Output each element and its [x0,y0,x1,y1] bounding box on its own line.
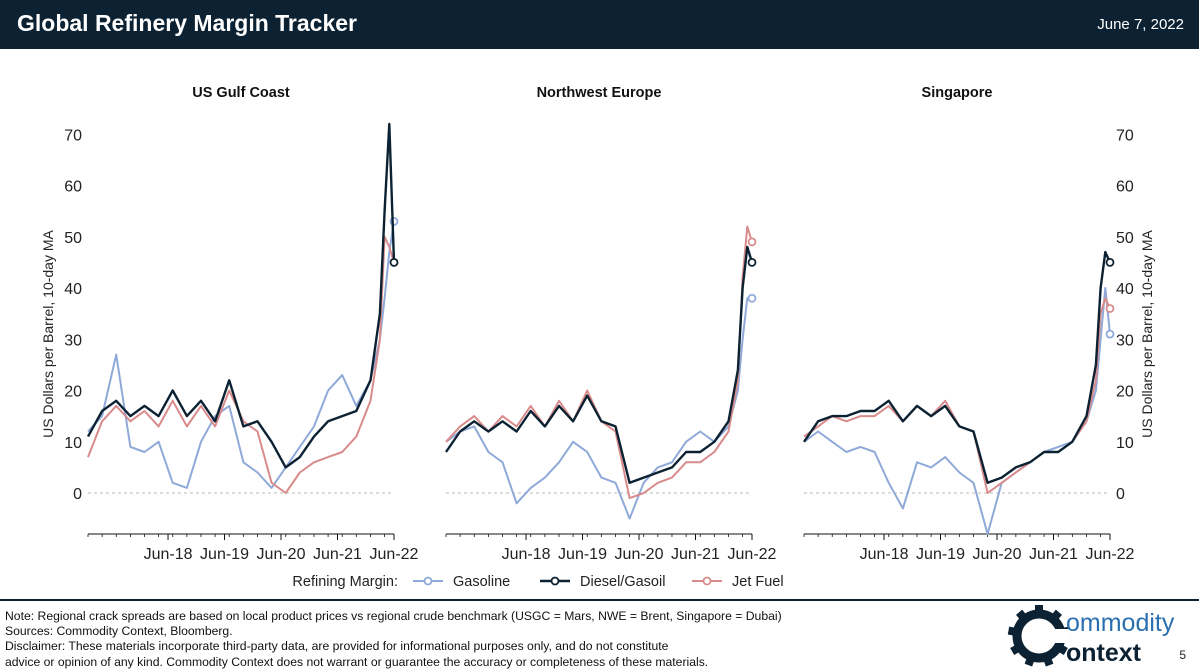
y-tick-label-right: 20 [1116,384,1134,401]
refining-margin-chart: US Gulf Coast Jun-18 Jun-19 Jun-20 Jun-21 Jun… [40,85,1155,590]
x-tick-label: Jun-19 [200,546,249,563]
y-tick-label-right: 30 [1116,332,1134,349]
x-tick-label: Jun-20 [257,546,306,563]
legend-swatch-marker [550,576,560,586]
y-tick-label-right: 40 [1116,281,1134,298]
panel-title: US Gulf Coast [192,85,290,101]
x-tick-label: Jun-19 [916,546,965,563]
y-tick-label-right: 60 [1116,179,1134,196]
x-tick-label: Jun-21 [1029,546,1078,563]
series-line-jetfuel [445,225,753,500]
y-tick-label-left: 70 [64,127,82,144]
report-date: June 7, 2022 [1097,16,1184,33]
series-end-marker [747,257,757,267]
y-tick-label-right: 70 [1116,127,1134,144]
commodity-context-logo: ommodity ontext [1007,605,1175,667]
x-tick-label: Jun-21 [313,546,362,563]
y-tick-label-left: 40 [64,281,82,298]
x-tick-label: Jun-22 [728,546,777,563]
x-tick-label: Jun-21 [671,546,720,563]
series-end-marker [1105,257,1115,267]
y-tick-label-left: 20 [64,384,82,401]
footer-notes: Note: Regional crack spreads are based o… [5,609,782,670]
series-line-jetfuel [803,297,1111,494]
x-tick-label: Jun-19 [558,546,607,563]
legend-swatch-marker [702,576,712,586]
legend-title: Refining Margin: [292,574,398,590]
page-number: 5 [1179,648,1186,662]
footnote-disclaimer-1: Disclaimer: These materials incorporate … [5,639,669,654]
y-tick-label-right: 0 [1116,486,1125,503]
series-end-marker [1105,329,1115,339]
panel-1: US Gulf Coast Jun-18 Jun-19 Jun-20 Jun-21 Jun… [86,85,419,563]
y-axis-title-right: US Dollars per Barrel, 10-day MA [1139,229,1155,437]
series-line-jetfuel [87,235,395,494]
y-tick-label-left: 0 [73,486,82,503]
x-tick-label: Jun-22 [370,546,419,563]
legend-label: Diesel/Gasoil [580,574,665,590]
logo-text-top: ommodity [1066,609,1175,637]
legend-label: Jet Fuel [732,574,784,590]
x-tick-label: Jun-22 [1086,546,1135,563]
logo-text-bottom: ontext [1066,639,1142,667]
footnote-note: Note: Regional crack spreads are based o… [5,609,782,623]
x-tick-label: Jun-18 [144,546,193,563]
legend: Refining Margin: Gasoline Diesel/Gasoil Jet… [292,574,783,590]
series-end-marker [1105,304,1115,313]
panel-title: Northwest Europe [537,85,662,101]
page-title: Global Refinery Margin Tracker [17,10,358,36]
legend-swatch-marker [423,576,433,586]
y-tick-label-right: 50 [1116,230,1134,247]
series-line-gasoline [803,287,1111,535]
series-line-dieselgasoil [445,245,754,484]
series-end-marker [747,237,757,247]
footnote-disclaimer-2: advice or opinion of any kind. Commodity… [5,654,709,669]
panel-3: Singapore Jun-18 Jun-19 Jun-20 Jun-21 Jun-22 [803,85,1135,563]
y-tick-label-left: 50 [64,230,82,247]
footer-divider [0,599,1199,601]
y-tick-label-right: 10 [1116,435,1134,452]
gear-icon [1007,605,1071,667]
series-end-marker [747,293,757,303]
x-tick-label: Jun-20 [973,546,1022,563]
y-axis-title-left: US Dollars per Barrel, 10-day MA [40,229,56,437]
y-tick-label-left: 30 [64,332,82,349]
y-tick-label-left: 60 [64,179,82,196]
series-end-marker [389,257,399,267]
panel-title: Singapore [922,85,993,101]
y-tick-label-left: 10 [64,435,82,452]
x-tick-label: Jun-20 [615,546,664,563]
series-line-gasoline [445,297,752,520]
series-line-gasoline [87,221,395,489]
x-tick-label: Jun-18 [860,546,909,563]
legend-label: Gasoline [453,574,510,590]
series-line-dieselgasoil [86,122,396,469]
header-bar: Global Refinery Margin Tracker June 7, 2… [0,0,1199,49]
series-line-dieselgasoil [803,250,1112,484]
footnote-sources: Sources: Commodity Context, Bloomberg. [5,624,233,639]
x-tick-label: Jun-18 [502,546,551,563]
panel-2: Northwest Europe Jun-18 Jun-19 Jun-20 Jun-21… [445,85,777,563]
